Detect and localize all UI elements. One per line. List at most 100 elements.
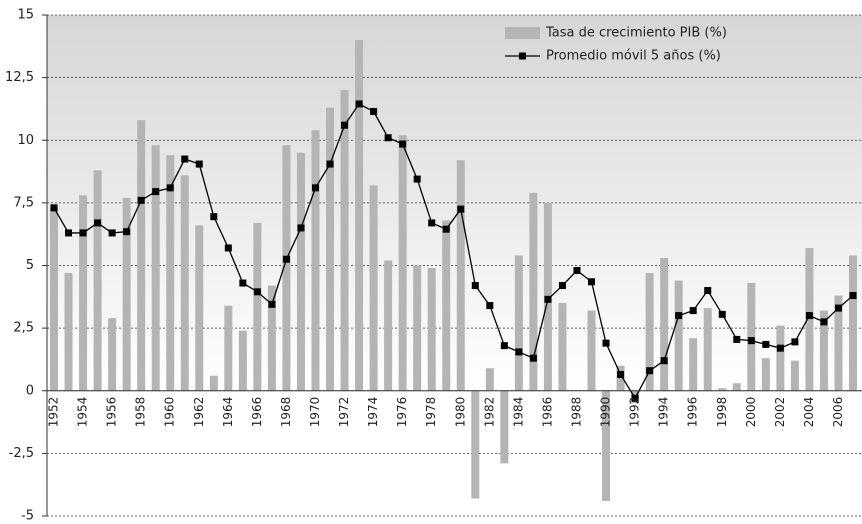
marker [239,279,247,287]
legend-label: Tasa de crecimiento PIB (%) [545,26,727,41]
bar [819,310,828,391]
bar [442,220,451,391]
marker [341,121,349,129]
x-tick-label: 1996 [686,397,700,428]
marker [370,107,378,115]
bar [195,225,204,391]
x-tick-label: 1984 [511,397,525,428]
bar [616,365,625,391]
marker [791,338,799,346]
x-tick-label: 1954 [76,397,90,428]
x-tick-label: 1972 [337,397,351,428]
marker [152,188,160,196]
x-tick-label: 1994 [657,397,671,428]
bar [660,257,669,391]
bar [267,285,276,391]
x-tick-label: 2000 [744,397,758,428]
x-tick-label: 1976 [395,397,409,428]
marker [181,155,189,163]
y-tick-label: 10 [17,133,34,148]
bar [689,338,698,391]
x-tick-label: 1960 [163,397,177,428]
marker [617,370,625,378]
x-tick-label: 1988 [569,397,583,428]
marker [529,354,537,362]
x-tick-label: 1956 [105,397,119,428]
marker [704,287,712,295]
marker [355,100,363,108]
marker [123,228,131,236]
bar [587,310,596,391]
bar [558,303,567,391]
marker [762,340,770,348]
bar [485,368,494,391]
y-tick-label: 15 [17,8,34,23]
bar [64,273,73,391]
bar [645,273,654,391]
marker [210,213,218,221]
bar [732,383,741,391]
bar [180,175,189,391]
bar [79,195,88,391]
bar [108,318,117,391]
y-tick-label: -5 [21,509,34,524]
bar [50,207,58,391]
y-tick-label: 5 [26,258,34,273]
marker [820,318,828,326]
marker [747,337,755,345]
marker [79,229,87,237]
marker [849,292,857,300]
marker [195,160,203,168]
marker [558,282,566,290]
bar [529,192,538,391]
x-tick-label: 1952 [47,397,61,428]
x-tick-label: 2004 [802,397,816,428]
x-tick-label: 1998 [715,397,729,428]
legend-swatch [519,52,526,60]
marker [457,205,465,213]
x-tick-label: 1964 [221,397,235,428]
bar [805,247,814,391]
marker [646,367,654,375]
bar [166,155,175,391]
bar [602,390,611,501]
marker [660,357,668,365]
marker [282,255,290,263]
marker [442,225,450,233]
marker [399,140,407,148]
bar [849,255,857,391]
bar [369,185,378,391]
bar [747,283,756,391]
y-tick-label: 0 [26,383,34,398]
marker [515,348,523,356]
marker [384,134,392,142]
x-tick-label: 1962 [192,397,206,428]
marker [166,184,174,192]
x-tick-label: 2006 [831,397,845,428]
marker [689,307,697,315]
marker [486,302,494,310]
bar [224,305,233,391]
marker [602,339,610,347]
marker [65,229,73,237]
bar [340,90,349,391]
marker [137,196,145,204]
marker [326,160,334,168]
bar [253,222,262,391]
marker [224,244,232,252]
bar [413,265,422,391]
x-tick-label: 1992 [628,397,642,428]
marker [268,300,276,308]
x-tick-label: 1958 [134,397,148,428]
marker [50,204,58,212]
bar [398,135,407,391]
bar [311,130,320,391]
legend-label: Promedio móvil 5 años (%) [546,49,721,64]
bar [761,358,770,391]
x-tick-label: 1990 [599,397,613,428]
marker [311,184,319,192]
marker [834,304,842,312]
bar [355,40,364,391]
x-tick-label: 1968 [279,397,293,428]
